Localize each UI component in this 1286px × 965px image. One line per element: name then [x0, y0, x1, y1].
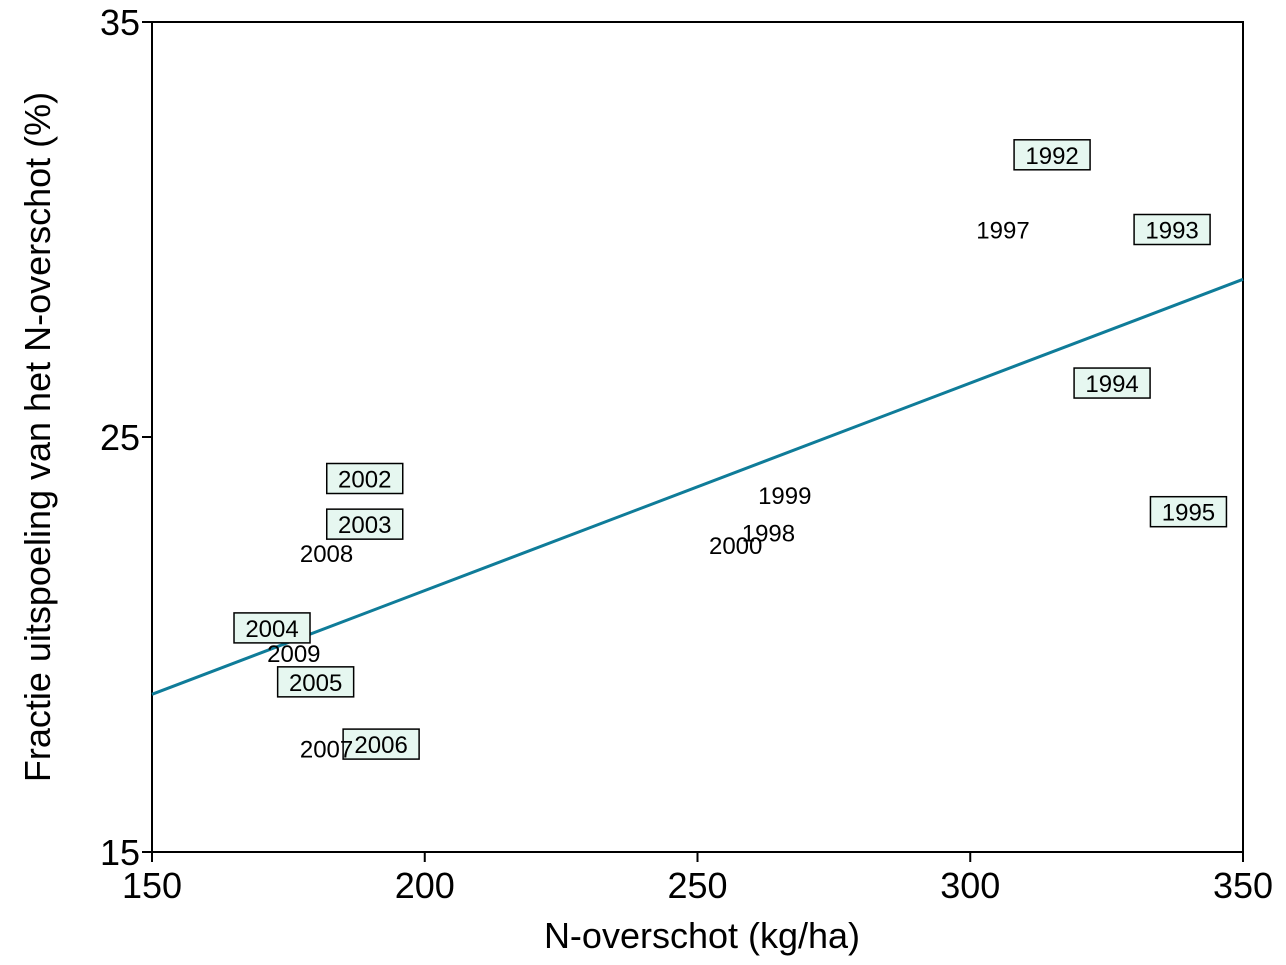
data-point: 2005	[276, 666, 355, 698]
y-tick-label: 25	[100, 417, 140, 458]
data-point-box	[342, 728, 420, 760]
x-tick-label: 300	[940, 865, 1000, 906]
data-point-label: 1993	[1145, 218, 1198, 245]
y-axis-title: Fractie uitspoeling van het N-overschot …	[17, 92, 58, 782]
data-point-box	[1149, 495, 1228, 528]
data-point-label: 1995	[1162, 500, 1215, 527]
data-point-label: 2000	[709, 533, 762, 560]
data-labels: 1992 1993 1994 1995 1997 1998 1999 2000 2002 2003…	[233, 139, 1228, 763]
data-point-label: 2004	[245, 616, 298, 643]
data-point: 1998	[742, 520, 795, 547]
data-point-label: 2009	[267, 641, 320, 668]
data-point-box	[1013, 139, 1091, 171]
trend-line	[151, 277, 1244, 696]
x-tick-label: 150	[122, 865, 182, 906]
data-point: 1995	[1149, 495, 1228, 528]
data-point-label: 2008	[300, 541, 353, 568]
data-point-box	[276, 666, 355, 698]
data-point-label: 2007	[300, 736, 353, 763]
data-point: 2004	[233, 612, 311, 644]
data-point: 2000	[709, 533, 762, 560]
data-point-box	[1133, 213, 1211, 246]
data-point-box	[1073, 367, 1151, 399]
data-point: 2008	[300, 541, 353, 568]
data-point: 2007	[300, 736, 353, 763]
data-point: 1992	[1013, 139, 1091, 171]
data-point: 1994	[1073, 367, 1151, 399]
data-point-box	[233, 612, 311, 644]
data-point-label: 1998	[742, 520, 795, 547]
data-point-label: 2002	[338, 467, 391, 494]
data-point: 2003	[325, 508, 404, 540]
data-point: 1999	[758, 483, 811, 510]
y-tick-label: 35	[100, 2, 140, 43]
x-tick-label: 200	[395, 865, 455, 906]
data-point-label: 2006	[354, 732, 407, 759]
data-point: 1993	[1133, 213, 1211, 246]
y-tick-label: 15	[100, 832, 140, 873]
data-point: 2002	[325, 462, 404, 495]
x-axis-title: N-overschot (kg/ha)	[544, 915, 860, 956]
data-point: 2009	[267, 641, 320, 668]
data-point: 1997	[976, 218, 1029, 245]
data-point: 2006	[342, 728, 420, 760]
data-point-box	[325, 462, 404, 495]
data-point-label: 1997	[976, 218, 1029, 245]
data-point-label: 2003	[338, 512, 391, 539]
x-tick-label: 250	[667, 865, 727, 906]
data-point-label: 1994	[1085, 371, 1138, 398]
axis-ticks: 150 200 250 300 350 15 25 35	[100, 2, 1273, 906]
data-point-label: 1992	[1025, 143, 1078, 170]
data-point-label: 2005	[289, 670, 342, 697]
x-tick-label: 350	[1213, 865, 1273, 906]
data-point-label: 1999	[758, 483, 811, 510]
data-point-box	[325, 508, 404, 540]
